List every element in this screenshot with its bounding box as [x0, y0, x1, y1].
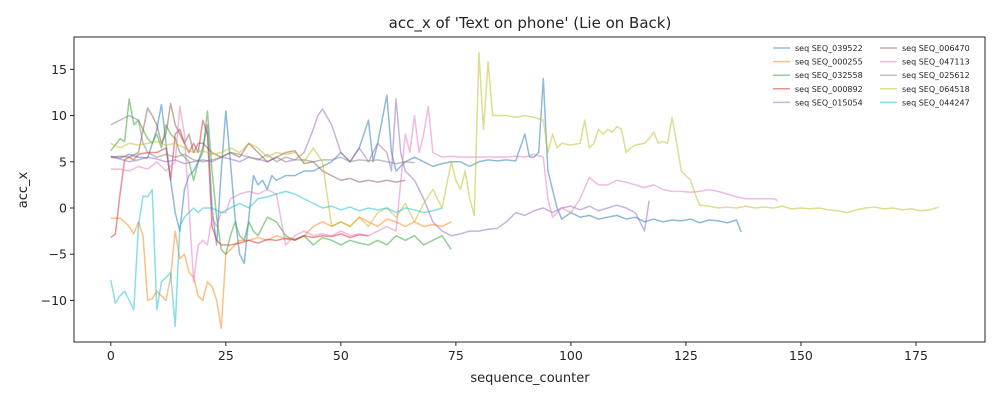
legend-label-8: seq SEQ_064518 [902, 85, 970, 94]
legend-label-6: seq SEQ_047113 [902, 58, 970, 67]
series-layer [110, 51, 940, 329]
series-line-0 [110, 77, 742, 265]
series-line-1 [110, 216, 452, 329]
legend-label-4: seq SEQ_015054 [795, 98, 863, 107]
y-tick-label-4: 10 [51, 108, 67, 123]
y-axis: −10 −5 0 5 10 15 [41, 62, 74, 308]
x-tick-label-4: 100 [559, 348, 583, 363]
series-line-7 [110, 114, 415, 165]
y-tick-label-0: −10 [41, 293, 67, 308]
series-line-3 [110, 119, 369, 246]
y-axis-label: acc_x [16, 171, 31, 208]
series-line-8 [110, 51, 940, 228]
series-line-6 [110, 105, 779, 283]
x-tick-label-0: 0 [107, 348, 115, 363]
legend-label-5: seq SEQ_006470 [902, 44, 970, 53]
legend-label-0: seq SEQ_039522 [795, 44, 863, 53]
x-tick-label-3: 75 [448, 348, 464, 363]
plot-frame [73, 36, 986, 343]
x-tick-label-5: 125 [674, 348, 698, 363]
chart-title: acc_x of 'Text on phone' (Lie on Back) [389, 14, 672, 33]
legend-label-1: seq SEQ_000255 [795, 58, 863, 67]
y-tick-label-5: 15 [51, 62, 67, 77]
legend-label-7: seq SEQ_025612 [902, 71, 970, 80]
x-axis: 0 25 50 75 100 125 150 175 [107, 342, 928, 363]
x-axis-label: sequence_counter [470, 371, 590, 386]
x-tick-label-2: 50 [333, 348, 349, 363]
y-tick-label-2: 0 [59, 200, 67, 215]
x-tick-label-6: 150 [789, 348, 813, 363]
series-line-2 [110, 98, 452, 255]
y-tick-label-1: −5 [49, 247, 67, 262]
x-tick-label-1: 25 [218, 348, 234, 363]
legend-label-3: seq SEQ_000892 [795, 85, 863, 94]
plot-area [73, 36, 986, 343]
legend-label-9: seq SEQ_044247 [902, 98, 970, 107]
y-tick-label-3: 5 [59, 154, 67, 169]
legend-label-2: seq SEQ_032558 [795, 71, 863, 80]
series-line-9 [110, 188, 443, 328]
x-tick-label-7: 175 [904, 348, 928, 363]
